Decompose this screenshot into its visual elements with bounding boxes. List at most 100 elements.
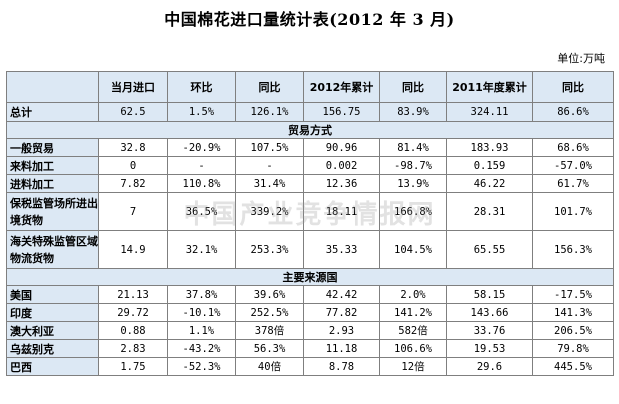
table-cell: 37.8%	[167, 285, 236, 304]
row-label: 印度	[6, 303, 99, 322]
table-cell: 86.6%	[532, 102, 614, 122]
table-cell: 11.18	[303, 339, 380, 358]
table-cell: 36.5%	[167, 192, 236, 231]
table-cell: 29.6	[446, 357, 533, 376]
table-cell: 324.11	[446, 102, 533, 122]
table-cell: 61.7%	[532, 174, 614, 193]
row-label: 巴西	[6, 357, 99, 376]
section-header-source-country: 主要来源国	[6, 268, 614, 286]
column-header: 2012年累计	[303, 71, 380, 103]
table-cell: 1.5%	[167, 102, 236, 122]
table-cell: 141.3%	[532, 303, 614, 322]
table-cell: 2.93	[303, 321, 380, 340]
table-row: 澳大利亚 0.88 1.1% 378倍 2.93 582倍 33.76 206.5%	[6, 321, 614, 340]
table-cell: 81.4%	[379, 138, 447, 157]
page-title: 中国棉花进口量统计表(2012 年 3 月)	[164, 10, 455, 29]
table-cell: 445.5%	[532, 357, 614, 376]
table-cell: 107.5%	[235, 138, 304, 157]
table-cell: 40倍	[235, 357, 304, 376]
table-cell: 2.83	[98, 339, 168, 358]
table-cell: 14.9	[98, 230, 168, 269]
table-cell: 56.3%	[235, 339, 304, 358]
table-cell: 7.82	[98, 174, 168, 193]
table-cell: 21.13	[98, 285, 168, 304]
table-cell: 126.1%	[235, 102, 304, 122]
table-cell: 143.66	[446, 303, 533, 322]
table-cell: 7	[98, 192, 168, 231]
table-cell: 0.159	[446, 156, 533, 175]
section-header-trade-mode: 贸易方式	[6, 121, 614, 139]
table-cell: 46.22	[446, 174, 533, 193]
table-cell: 156.3%	[532, 230, 614, 269]
table-cell: 28.31	[446, 192, 533, 231]
table-cell: 141.2%	[379, 303, 447, 322]
unit-label: 单位:万吨	[557, 52, 605, 65]
table-cell: 77.82	[303, 303, 380, 322]
column-header: 2011年度累计	[446, 71, 533, 103]
table-cell: 1.75	[98, 357, 168, 376]
table-cell: 106.6%	[379, 339, 447, 358]
table-cell: -57.0%	[532, 156, 614, 175]
table-cell: 8.78	[303, 357, 380, 376]
table-row: 来料加工 0- -0.002 -98.7% 0.159 -57.0%	[6, 156, 614, 175]
table-cell: 110.8%	[167, 174, 236, 193]
table-cell: 39.6%	[235, 285, 304, 304]
table-cell: 18.11	[303, 192, 380, 231]
table-cell: 31.4%	[235, 174, 304, 193]
table-row: 一般贸易 32.8 -20.9% 107.5% 90.96 81.4% 183.93 68.6…	[6, 138, 614, 157]
row-label: 总计	[6, 102, 99, 122]
table-cell: 104.5%	[379, 230, 447, 269]
table-row: 印度 29.72 -10.1% 252.5% 77.82 141.2% 143.66 141.…	[6, 303, 614, 322]
table-cell: 68.6%	[532, 138, 614, 157]
table-cell: -	[167, 156, 236, 175]
table-cell: 0.88	[98, 321, 168, 340]
table-cell: 32.8	[98, 138, 168, 157]
table-cell: 0	[98, 156, 168, 175]
table-cell: 35.33	[303, 230, 380, 269]
table-cell: 183.93	[446, 138, 533, 157]
table-cell: 90.96	[303, 138, 380, 157]
table-cell: 206.5%	[532, 321, 614, 340]
section-title: 贸易方式	[6, 121, 614, 139]
table-cell: 101.7%	[532, 192, 614, 231]
table-cell: 62.5	[98, 102, 168, 122]
column-header: 同比	[379, 71, 447, 103]
column-header: 环比	[167, 71, 236, 103]
table-cell: 58.15	[446, 285, 533, 304]
column-header: 同比	[235, 71, 304, 103]
table-cell: 2.0%	[379, 285, 447, 304]
header-corner	[6, 71, 99, 103]
column-header: 当月进口	[98, 71, 168, 103]
cotton-import-table: 当月进口 环比 同比 2012年累计 同比 2011年度累计 同比 总计 62.5 1.5% 12…	[6, 71, 614, 376]
total-row: 总计 62.5 1.5% 126.1% 156.75 83.9% 324.11 86.6%	[6, 102, 614, 122]
table-cell: -98.7%	[379, 156, 447, 175]
table-cell: 252.5%	[235, 303, 304, 322]
table-cell: 33.76	[446, 321, 533, 340]
header-row: 当月进口 环比 同比 2012年累计 同比 2011年度累计 同比	[6, 71, 614, 103]
table-cell: 65.55	[446, 230, 533, 269]
table-cell: -17.5%	[532, 285, 614, 304]
table-cell: 378倍	[235, 321, 304, 340]
table-cell: 13.9%	[379, 174, 447, 193]
table-cell: 1.1%	[167, 321, 236, 340]
table-cell: 582倍	[379, 321, 447, 340]
table-row: 美国 21.13 37.8% 39.6% 42.42 2.0% 58.15 -17.5%	[6, 285, 614, 304]
table-row: 巴西 1.75 -52.3% 40倍 8.78 12倍 29.6 445.5%	[6, 357, 614, 376]
table-row: 保税监管场所进出境货物 7 36.5% 339.2% 18.11 166.8% 28.31 1…	[6, 192, 614, 231]
table-row: 海关特殊监管区域物流货物 14.9 32.1% 253.3% 35.33 104.5% 65…	[6, 230, 614, 269]
table-row: 乌兹别克 2.83 -43.2% 56.3% 11.18 106.6% 19.53 79.8%	[6, 339, 614, 358]
table-cell: -20.9%	[167, 138, 236, 157]
table-cell: -10.1%	[167, 303, 236, 322]
row-label: 一般贸易	[6, 138, 99, 157]
table-cell: 32.1%	[167, 230, 236, 269]
table-cell: -	[235, 156, 304, 175]
table-cell: 166.8%	[379, 192, 447, 231]
table-cell: 19.53	[446, 339, 533, 358]
table-cell: 79.8%	[532, 339, 614, 358]
table-cell: 42.42	[303, 285, 380, 304]
row-label: 澳大利亚	[6, 321, 99, 340]
row-label: 美国	[6, 285, 99, 304]
column-header: 同比	[532, 71, 614, 103]
table-cell: 0.002	[303, 156, 380, 175]
table-cell: 339.2%	[235, 192, 304, 231]
